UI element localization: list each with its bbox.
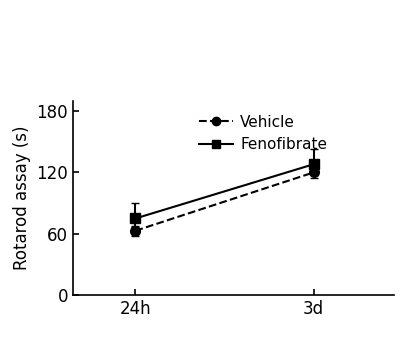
Legend: Vehicle, Fenofibrate: Vehicle, Fenofibrate xyxy=(192,108,333,158)
Y-axis label: Rotarod assay (s): Rotarod assay (s) xyxy=(13,126,31,270)
